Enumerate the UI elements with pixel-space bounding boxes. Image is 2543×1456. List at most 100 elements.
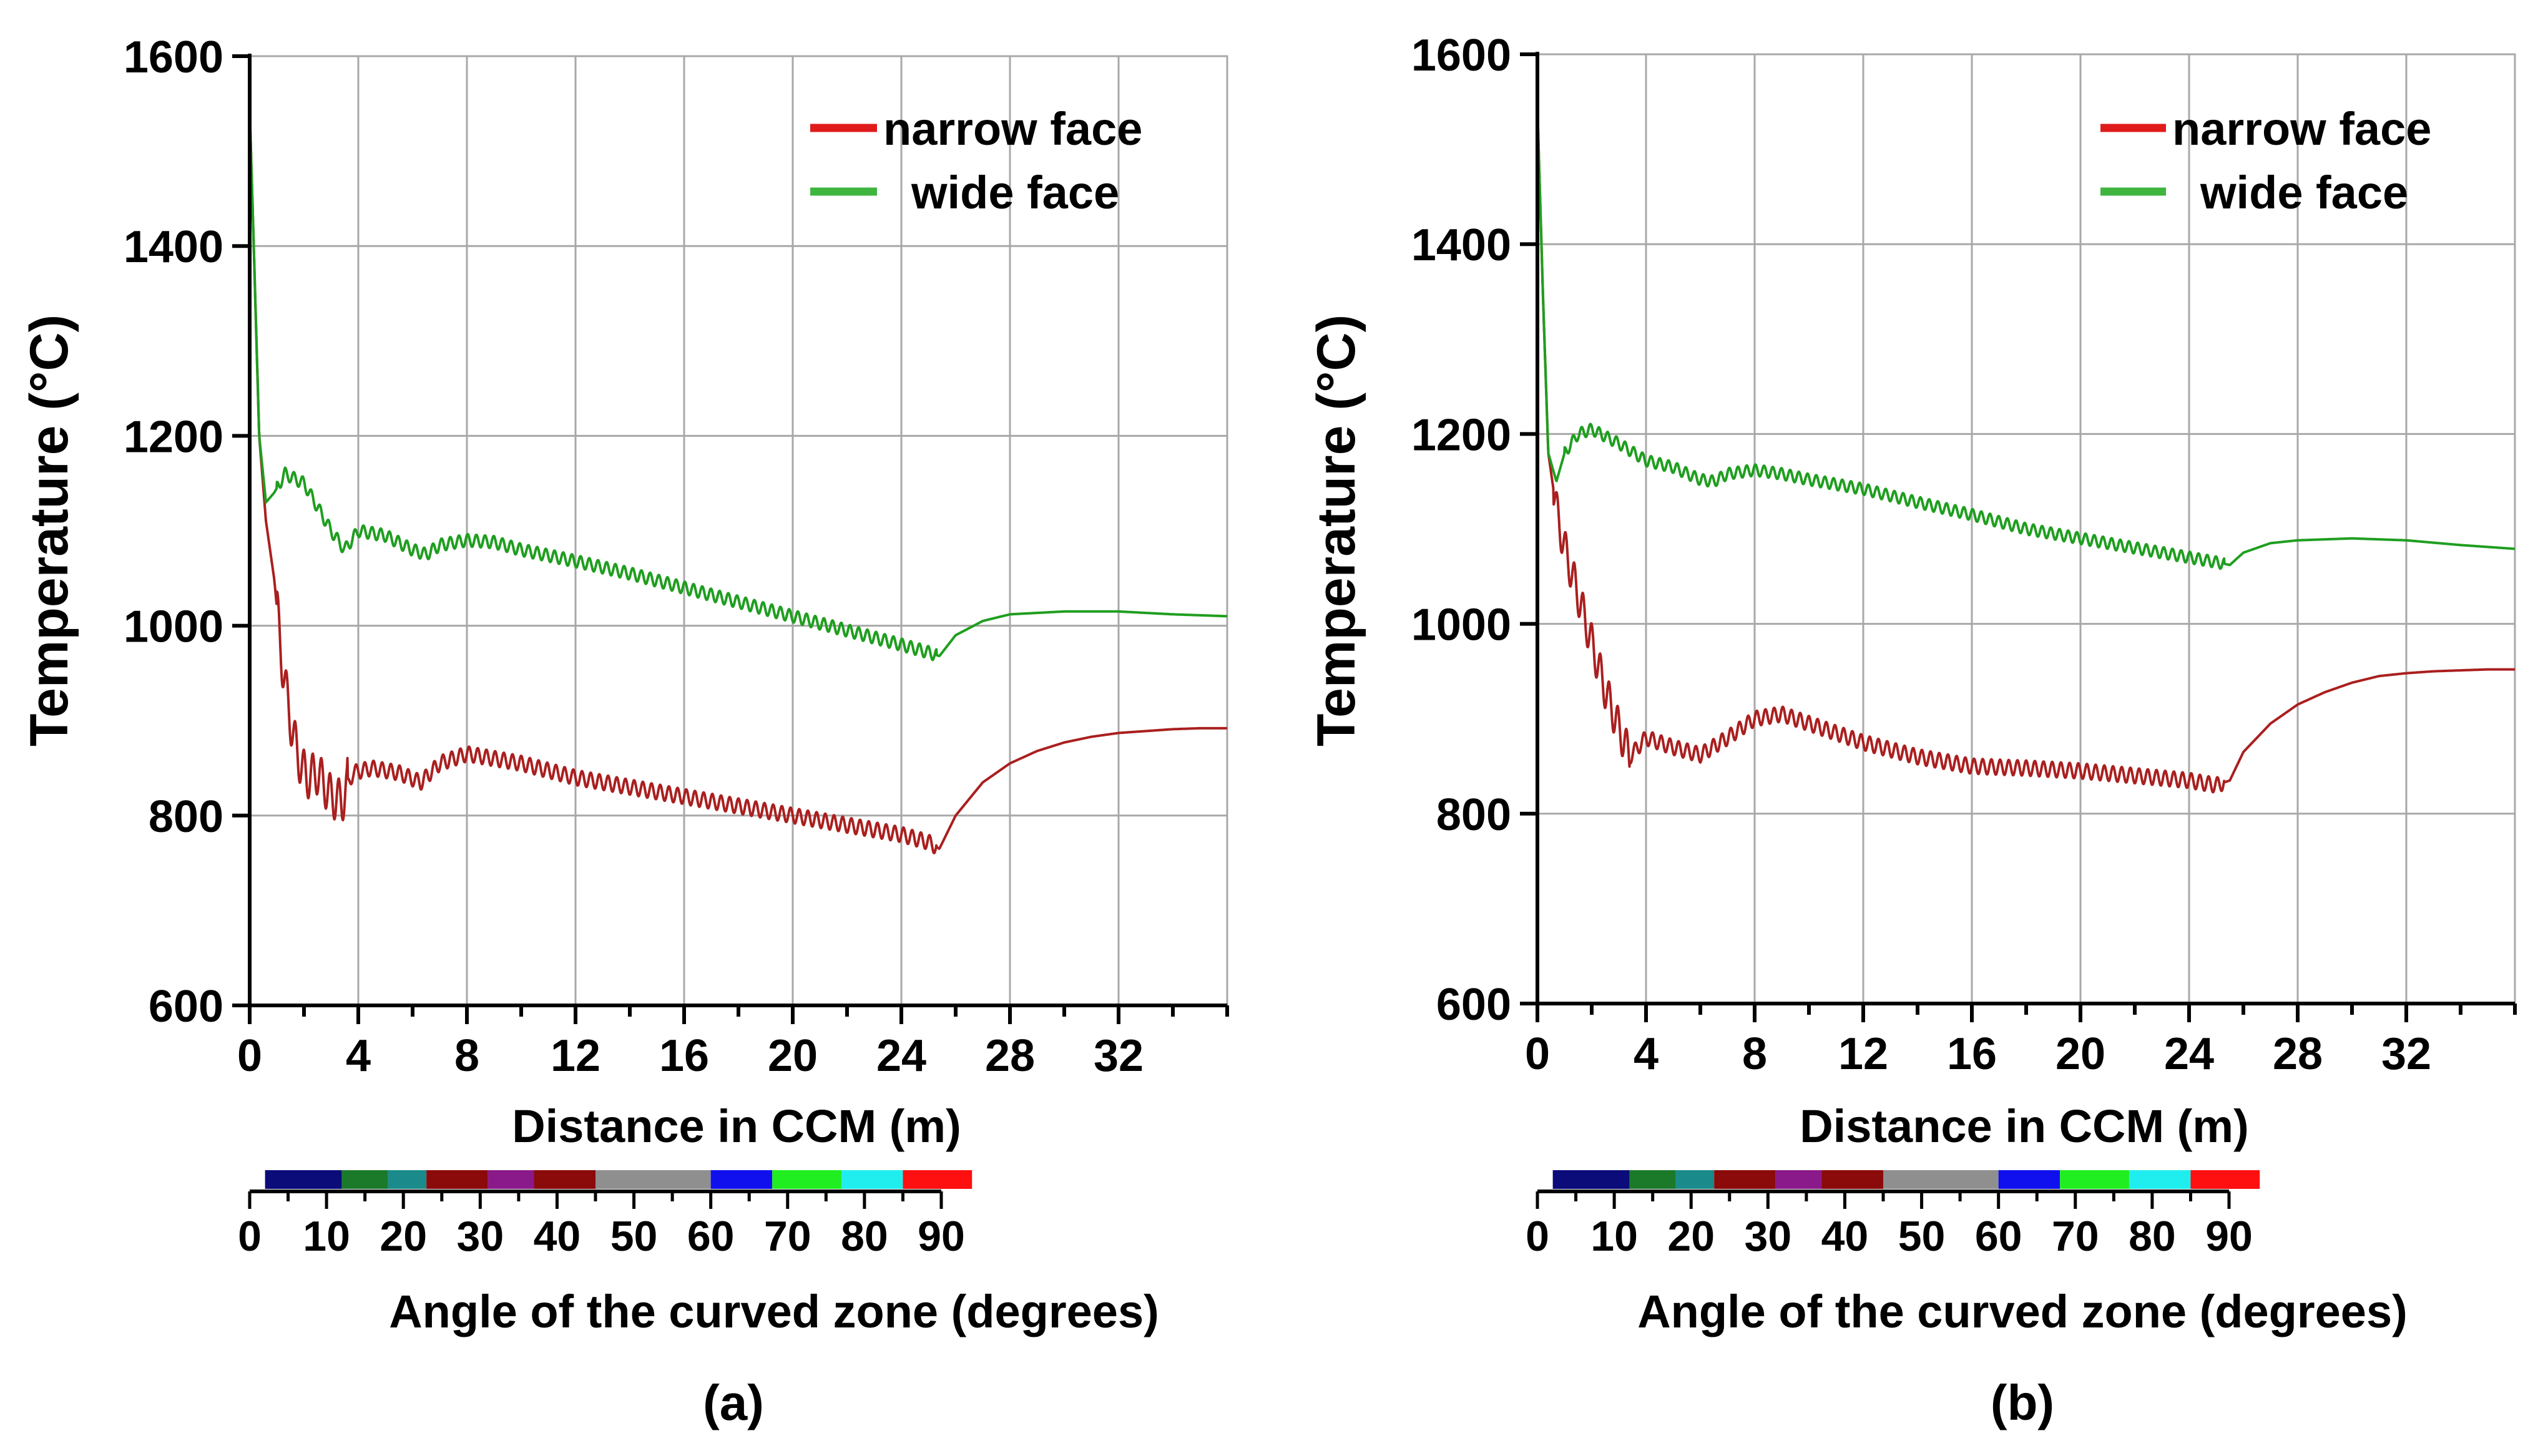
panel-b-caption: (b) xyxy=(1991,1375,2054,1430)
panel-b-angle-segment xyxy=(2129,1170,2191,1189)
panel-b-y-tick-label: 800 xyxy=(1436,790,1511,840)
panel-b-tick-labels: 600 800 1000 1200 1400 1600 0 4 8 12 16 20 24 28 32 xyxy=(1411,31,2431,1079)
panel-b-series-narrow-face xyxy=(1536,106,2516,794)
panel-a-angle-tick-label: 70 xyxy=(764,1213,811,1260)
panel-a-y-axis-label: Temperature (°C) xyxy=(19,315,79,746)
panel-a-angle-tick-label: 50 xyxy=(610,1213,658,1260)
panel-b-y-tick-label: 1200 xyxy=(1411,410,1511,460)
panel-b-angle-tick-label: 50 xyxy=(1898,1213,1946,1260)
panel-a-angle-segment xyxy=(388,1170,427,1189)
panel-a-x-tick-label: 8 xyxy=(454,1031,479,1081)
panel-a-angle-tick-label: 20 xyxy=(380,1213,427,1260)
panel-a-caption: (a) xyxy=(703,1375,764,1430)
panel-a-x-axis-label: Distance in CCM (m) xyxy=(512,1100,961,1152)
panel-b-x-tick-label: 32 xyxy=(2381,1029,2431,1079)
panel-b-y-axis-label: Temperature (°C) xyxy=(1306,315,1366,746)
panel-b-angle-segment xyxy=(1998,1170,2060,1189)
panel-a-angle-tick-label: 80 xyxy=(841,1213,888,1260)
panel-a-angle-tick-label: 0 xyxy=(238,1213,262,1260)
panel-b-angle-segment xyxy=(1629,1170,1676,1189)
panel-a-x-tick-label: 16 xyxy=(659,1031,709,1081)
panel-a-legend-label-wide: wide face xyxy=(911,167,1119,218)
panel-a-angle-bar-label: Angle of the curved zone (degrees) xyxy=(389,1286,1159,1337)
panel-b-angle-tick-label: 10 xyxy=(1590,1213,1638,1260)
panel-b-x-tick-label: 12 xyxy=(1838,1029,1888,1079)
panel-a-x-tick-label: 0 xyxy=(237,1031,262,1081)
panel-b-angle-segment xyxy=(1821,1170,1883,1189)
panel-b-x-tick-label: 4 xyxy=(1634,1029,1659,1079)
panel-a-y-tick-label: 1400 xyxy=(124,222,223,272)
panel-a-series-wide-face xyxy=(248,108,1228,662)
panel-b-angle-tick-label: 60 xyxy=(1975,1213,2022,1260)
panel-b-angle-segment xyxy=(1675,1170,1715,1189)
panel-b-angle-tick-label: 0 xyxy=(1526,1213,1549,1260)
panel-b-y-tick-label: 1000 xyxy=(1411,600,1511,650)
panel-b-angle-tick-label: 20 xyxy=(1667,1213,1715,1260)
panel-b-legend-label-narrow: narrow face xyxy=(2172,103,2431,155)
panel-a-angle-segment xyxy=(534,1170,595,1189)
panel-b-x-tick-label: 28 xyxy=(2273,1029,2323,1079)
panel-a-x-tick-label: 28 xyxy=(985,1031,1035,1081)
panel-b-angle-segment xyxy=(1883,1170,1999,1189)
panel-a-angle-segment xyxy=(595,1170,711,1189)
panel-a-angle-segment xyxy=(488,1170,534,1189)
panel-a-y-tick-label: 1000 xyxy=(124,602,223,652)
panel-b-x-tick-label: 24 xyxy=(2164,1029,2214,1079)
panel-a-legend-label-narrow: narrow face xyxy=(883,103,1142,155)
panel-b-y-tick-label: 1600 xyxy=(1411,31,1511,81)
panel-b-angle-tick-label: 30 xyxy=(1745,1213,1792,1260)
panel-b-angle-tick-label: 90 xyxy=(2205,1213,2253,1260)
panel-a-angle-segment xyxy=(841,1170,903,1189)
panel-b-angle-tick-label: 80 xyxy=(2129,1213,2176,1260)
panel-a-y-tick-label: 800 xyxy=(149,792,223,842)
panel-a-series-narrow-face xyxy=(248,108,1228,854)
panel-b-x-tick-label: 20 xyxy=(2055,1029,2105,1079)
panel-a-series xyxy=(248,108,1228,854)
panel-b-x-tick-label: 16 xyxy=(1947,1029,1997,1079)
panel-a-tick-labels: 600 800 1000 1200 1400 1600 0 4 8 12 16 20 24 28 32 xyxy=(124,32,1144,1081)
panel-b-x-tick-label: 0 xyxy=(1525,1029,1550,1079)
panel-a-angle-tick-label: 10 xyxy=(303,1213,350,1260)
panel-b-legend-label-wide: wide face xyxy=(2200,167,2408,218)
panel-b-angle-segment xyxy=(2060,1170,2129,1189)
panel-b-angle-segment xyxy=(1714,1170,1776,1189)
panel-a-angle-tick-label: 40 xyxy=(534,1213,581,1260)
panel-a-x-tick-label: 24 xyxy=(876,1031,926,1081)
panel-a-y-tick-label: 1200 xyxy=(124,412,223,462)
panel-b-series xyxy=(1536,106,2516,794)
panel-a-angle-segment xyxy=(426,1170,488,1189)
panel-a-angle-tick-label: 30 xyxy=(457,1213,504,1260)
panel-a-angle-segment xyxy=(341,1170,388,1189)
panel-b-angle-segment xyxy=(1775,1170,1822,1189)
panel-b-y-tick-label: 1400 xyxy=(1411,220,1511,270)
panel-a-angle-bar: 0 10 20 30 40 50 60 70 80 90 xyxy=(238,1170,973,1260)
panel-a-x-tick-label: 20 xyxy=(768,1031,818,1081)
panel-b-angle-bar: 0 10 20 30 40 50 60 70 80 90 xyxy=(1526,1170,2260,1260)
panel-b-y-tick-label: 600 xyxy=(1436,980,1511,1030)
panel-b-axes xyxy=(1520,52,2517,1022)
panel-a-y-tick-label: 600 xyxy=(149,982,223,1032)
panel-b-angle-tick-label: 70 xyxy=(2052,1213,2099,1260)
panel-b-x-axis-label: Distance in CCM (m) xyxy=(1800,1100,2249,1152)
panel-b-angle-segment xyxy=(1552,1170,1630,1189)
panel-a-angle-segment xyxy=(710,1170,773,1189)
panel-b-series-wide-face xyxy=(1536,106,2516,570)
panel-b-legend: narrow face wide face xyxy=(2100,103,2431,218)
panel-a-y-tick-label: 1600 xyxy=(124,32,223,82)
panel-b-angle-bar-label: Angle of the curved zone (degrees) xyxy=(1637,1286,2408,1337)
panel-b-angle-tick-label: 40 xyxy=(1821,1213,1869,1260)
panel-a-x-tick-label: 32 xyxy=(1094,1031,1144,1081)
panel-a-angle-segment xyxy=(903,1170,973,1189)
panel-a-angle-tick-label: 90 xyxy=(918,1213,965,1260)
panel-a-axes xyxy=(232,54,1229,1024)
panel-a-legend: narrow face wide face xyxy=(810,103,1142,218)
panel-a-x-tick-label: 4 xyxy=(346,1031,371,1081)
panel-b-x-tick-label: 8 xyxy=(1742,1029,1767,1079)
panel-b-angle-segment xyxy=(2190,1170,2260,1189)
panel-a-angle-segment xyxy=(265,1170,342,1189)
panel-b-gridlines xyxy=(1537,53,2515,1004)
